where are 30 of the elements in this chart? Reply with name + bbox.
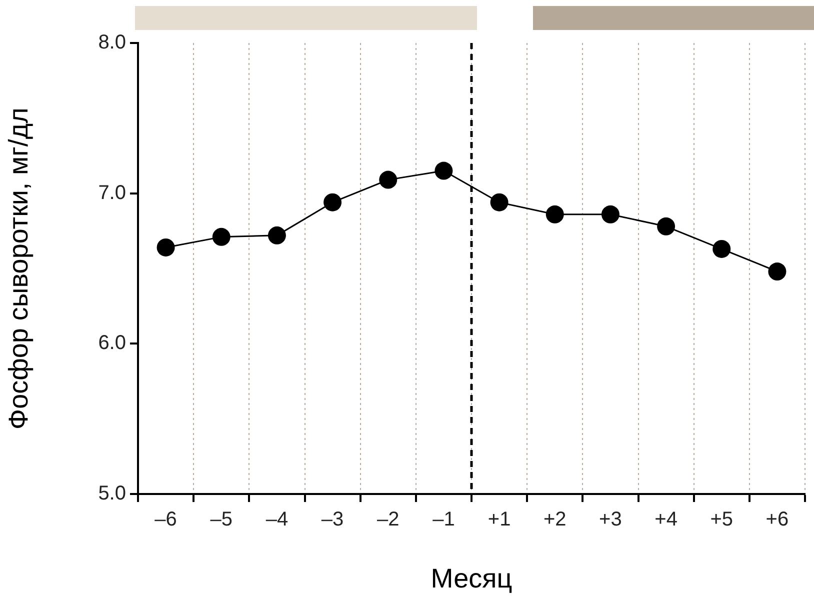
- point: [490, 193, 508, 212]
- x-tick-label: –6: [154, 508, 177, 531]
- y-tick-label: 7.0: [98, 182, 126, 204]
- point: [268, 226, 286, 244]
- x-tick-label: –1: [432, 508, 455, 531]
- x-tick-label: +4: [654, 508, 678, 531]
- x-tick-label: –3: [321, 508, 344, 531]
- x-tick-label: –2: [377, 508, 400, 531]
- x-tick-label: –4: [266, 508, 288, 531]
- point: [156, 238, 175, 256]
- point: [657, 217, 676, 236]
- y-tick-label: 5.0: [98, 482, 126, 505]
- x-tick-label: +3: [599, 508, 622, 531]
- point: [546, 205, 564, 224]
- y-tick-label: 8.0: [98, 32, 126, 54]
- x-tick-label: +1: [488, 508, 511, 531]
- y-tick-label: 6.0: [98, 332, 126, 354]
- x-tick-label: +2: [543, 508, 566, 531]
- x-axis-title: Месяц: [430, 563, 512, 594]
- point: [768, 262, 786, 281]
- point: [601, 205, 620, 224]
- x-tick-label: +6: [766, 508, 789, 531]
- point: [212, 228, 230, 246]
- y-axis-title: Фосфор сыворотки, мг/дл: [4, 108, 34, 430]
- x-tick-label: –5: [210, 508, 232, 531]
- point: [434, 162, 453, 180]
- point: [379, 170, 398, 189]
- point: [712, 240, 731, 258]
- point: [324, 193, 342, 212]
- x-tick-label: +5: [710, 508, 734, 531]
